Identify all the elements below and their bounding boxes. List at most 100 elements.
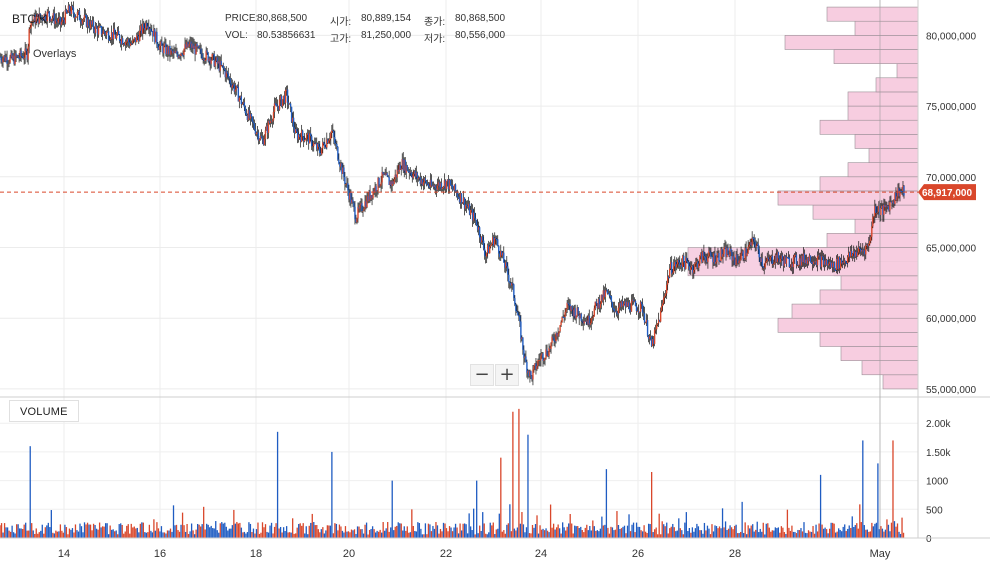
volume-bar	[331, 451, 333, 538]
volume-bar	[295, 533, 297, 538]
volume-bar	[851, 516, 853, 538]
volume-bar	[791, 525, 793, 538]
volume-bar	[575, 526, 577, 538]
volume-bar	[652, 532, 654, 538]
volume-bar	[248, 522, 250, 538]
volume-bar	[124, 531, 126, 538]
x-tick-label: May	[870, 548, 891, 560]
volume-bar	[726, 530, 728, 538]
volume-bar	[71, 528, 74, 538]
volume-bar	[759, 528, 761, 538]
volume-bar	[445, 528, 448, 538]
volume-profile-bar	[847, 91, 919, 107]
volume-bar	[549, 504, 552, 538]
volume-bar	[616, 511, 618, 538]
price-value: 80,868,500	[257, 13, 308, 24]
volume-bar	[714, 525, 716, 538]
volume-bar	[371, 526, 374, 538]
volume-bar	[109, 525, 111, 538]
volume-bar	[430, 531, 433, 538]
volume-bar	[468, 513, 470, 538]
volume-bar	[139, 523, 141, 538]
volume-profile-bar	[847, 105, 919, 121]
volume-bars-layer	[0, 408, 905, 538]
volume-bar	[880, 526, 882, 538]
high-value: 81,250,000	[361, 30, 412, 41]
volume-bar	[402, 530, 404, 538]
volume-bar	[67, 534, 69, 538]
volume-bar	[64, 524, 66, 538]
volume-bar	[590, 530, 592, 538]
overlays-label[interactable]: Overlays	[33, 48, 77, 60]
volume-bar	[8, 530, 10, 538]
volume-bar	[632, 522, 635, 538]
volume-bar	[439, 528, 442, 538]
volume-bar	[649, 524, 651, 538]
volume-panel-label[interactable]: VOLUME	[9, 400, 79, 422]
volume-bar	[583, 532, 585, 538]
volume-bar	[254, 533, 256, 538]
volume-bar	[240, 527, 243, 538]
volume-bar	[752, 524, 754, 538]
volume-bar	[798, 530, 801, 538]
volume-profile-bar	[854, 20, 919, 36]
volume-bar	[838, 528, 840, 538]
volume-bar	[183, 525, 185, 538]
volume-bar	[886, 519, 888, 538]
volume-bar	[448, 526, 451, 538]
volume-bar	[697, 526, 700, 538]
volume-bar	[144, 532, 146, 538]
volume-bar	[501, 531, 503, 538]
volume-bar	[243, 531, 246, 538]
volume-bar	[711, 524, 713, 538]
volume-bar	[675, 531, 677, 538]
volume-bar	[168, 530, 170, 538]
symbol-label[interactable]: BTC/K	[12, 12, 48, 26]
volume-bar	[379, 529, 381, 538]
volume-bar	[491, 525, 493, 538]
volume-bar	[510, 531, 513, 538]
volume-bar	[420, 528, 422, 538]
volume-bar	[866, 529, 868, 538]
volume-bar	[602, 525, 605, 538]
volume-bar	[773, 530, 775, 538]
volume-bar	[190, 523, 193, 538]
volume-bar	[447, 531, 449, 538]
volume-bar	[853, 526, 855, 538]
volume-bar	[816, 531, 819, 538]
volume-bar	[362, 533, 365, 538]
volume-bar	[495, 529, 497, 538]
volume-bar	[473, 508, 475, 538]
volume-bar	[159, 531, 161, 538]
volume-bar	[655, 527, 657, 538]
volume-bar	[104, 523, 107, 538]
volume-bar	[239, 522, 241, 538]
zoom-out-button[interactable]: −	[470, 364, 494, 386]
volume-bar	[503, 530, 505, 538]
price-tick-label: 60,000,000	[926, 314, 976, 325]
volume-bar	[727, 528, 730, 538]
volume-bar	[893, 521, 896, 538]
volume-bar	[832, 522, 834, 538]
volume-bar	[614, 529, 617, 538]
volume-bar	[476, 480, 478, 538]
volume-bar	[47, 522, 49, 538]
volume-bar	[148, 524, 151, 538]
volume-bar	[753, 531, 755, 538]
volume-bar	[607, 527, 609, 538]
zoom-in-button[interactable]: +	[495, 364, 519, 386]
volume-bar	[580, 526, 582, 538]
volume-bar	[647, 523, 650, 538]
volume-bar	[287, 532, 289, 538]
volume-bar	[377, 531, 380, 538]
volume-bar	[201, 524, 203, 538]
volume-bar	[792, 531, 795, 538]
volume-bar	[347, 531, 350, 538]
volume-bar	[847, 528, 849, 538]
volume-bar	[797, 529, 799, 538]
volume-bar	[877, 463, 879, 538]
volume-bar	[160, 526, 163, 538]
volume-bar	[200, 526, 202, 538]
volume-tick-label: 1.50k	[926, 448, 951, 459]
volume-bar	[225, 526, 227, 538]
